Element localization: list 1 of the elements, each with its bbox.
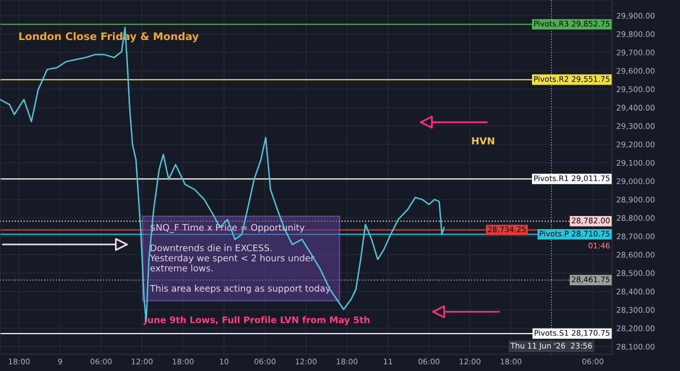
annotation: HVN — [472, 137, 494, 144]
